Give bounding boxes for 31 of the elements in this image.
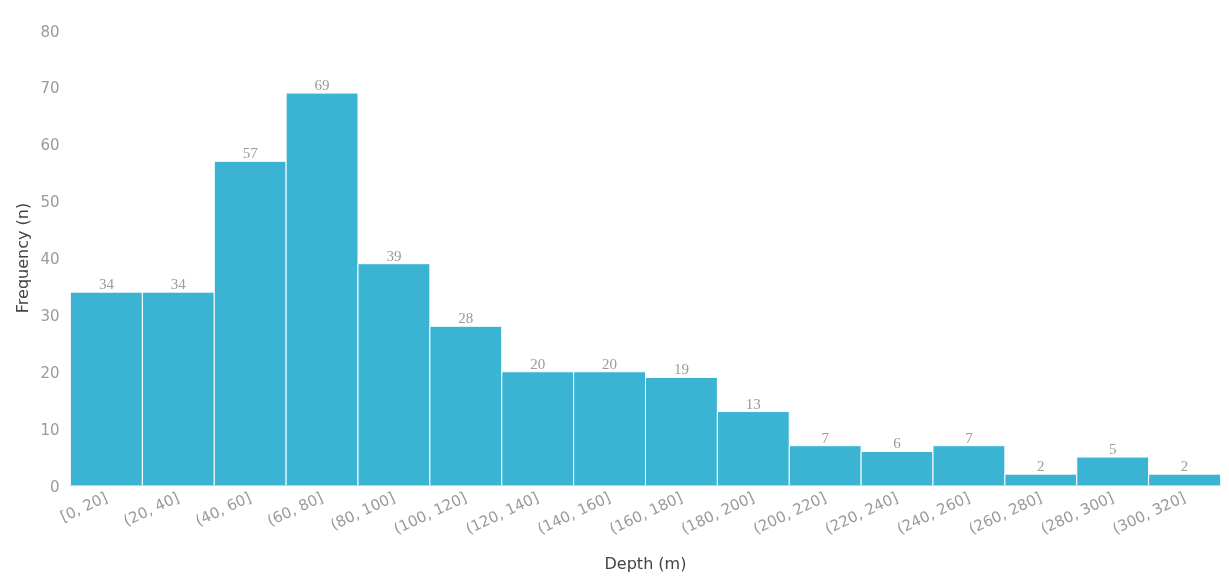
x-tick-label: (40, 60] — [192, 488, 254, 530]
data-label: 28 — [458, 310, 474, 327]
x-axis-title: Depth (m) — [604, 553, 687, 573]
x-tick-label: (20, 40] — [120, 488, 183, 530]
data-label: 7 — [821, 429, 830, 446]
y-tick-label: 30 — [40, 306, 60, 325]
data-label: 6 — [893, 435, 902, 452]
data-label: 5 — [1108, 441, 1117, 458]
data-label: 2 — [1180, 458, 1189, 475]
data-label: 20 — [530, 355, 546, 372]
y-tick-label: 10 — [40, 420, 60, 439]
data-label: 7 — [965, 429, 974, 446]
data-label: 57 — [242, 145, 259, 162]
data-label: 2 — [1037, 458, 1045, 475]
y-tick-label: 0 — [49, 477, 60, 496]
y-tick-label: 70 — [40, 79, 60, 98]
y-tick-label: 60 — [40, 136, 60, 155]
data-label: 20 — [602, 355, 618, 372]
x-tick-label: (60, 80] — [264, 488, 326, 530]
x-tick-label: [0, 20] — [57, 488, 111, 526]
data-label: 19 — [673, 361, 689, 378]
data-label: 39 — [386, 247, 402, 264]
y-axis-title: Frequency (n) — [13, 202, 33, 314]
data-label: 13 — [745, 395, 761, 412]
y-tick-label: 20 — [40, 363, 60, 382]
data-label: 34 — [170, 276, 187, 293]
y-tick-label: 50 — [40, 193, 60, 212]
y-tick-label: 40 — [40, 250, 60, 268]
data-label: 69 — [314, 77, 330, 94]
y-tick-label: 80 — [40, 22, 60, 41]
data-label: 34 — [98, 276, 115, 293]
